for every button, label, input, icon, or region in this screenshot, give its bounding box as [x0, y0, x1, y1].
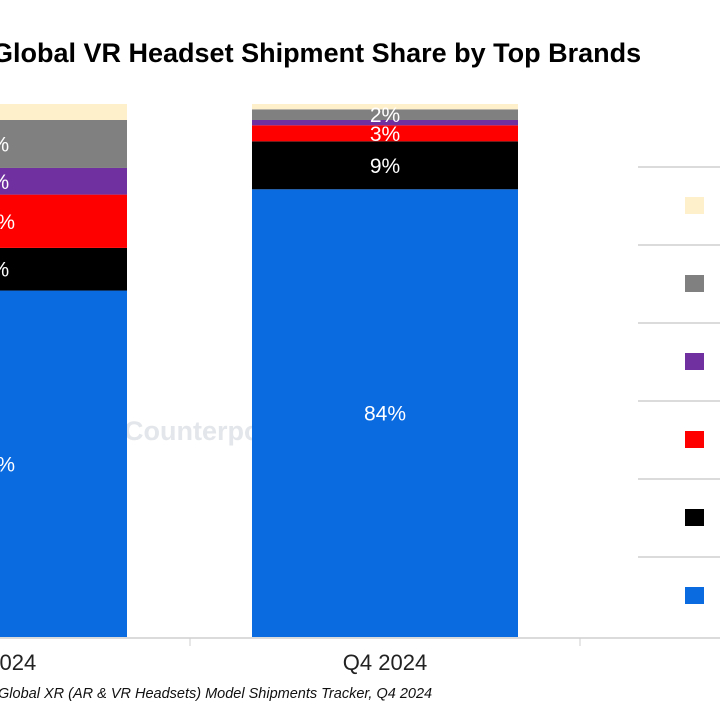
legend-swatch [685, 197, 704, 214]
bar-segment [0, 167, 127, 195]
data-label: 9% [0, 133, 9, 156]
bar-segment [0, 104, 127, 120]
legend-swatch [685, 587, 704, 604]
bar-segment [0, 194, 127, 248]
data-label: 8% [0, 259, 9, 282]
legend-swatch [685, 275, 704, 292]
data-label: 2% [370, 104, 400, 127]
data-label: 10% [0, 211, 15, 234]
bar-segment [0, 247, 127, 291]
legend-swatch [685, 353, 704, 370]
bar-segment [252, 109, 518, 120]
source-note: Global XR (AR & VR Headsets) Model Shipm… [0, 686, 432, 702]
chart-title: Global VR Headset Shipment Share by Top … [0, 38, 641, 68]
data-label: 3% [370, 123, 400, 146]
bar-segment [0, 290, 127, 637]
legend-swatch [685, 431, 704, 448]
bar-segment [252, 141, 518, 190]
data-label: 84% [364, 403, 406, 426]
bar-segment [252, 119, 518, 126]
legend-swatch [685, 509, 704, 526]
bar-segment [252, 189, 518, 637]
data-label: 65% [0, 453, 15, 476]
bar-segment [252, 125, 518, 142]
legend [638, 166, 720, 604]
data-label: 9% [370, 155, 400, 178]
bar-segment [252, 104, 518, 110]
category-label: Q3 2024 [0, 650, 36, 675]
bar-segment [0, 119, 127, 168]
category-label: Q4 2024 [343, 650, 427, 675]
data-label: 5% [0, 171, 9, 194]
